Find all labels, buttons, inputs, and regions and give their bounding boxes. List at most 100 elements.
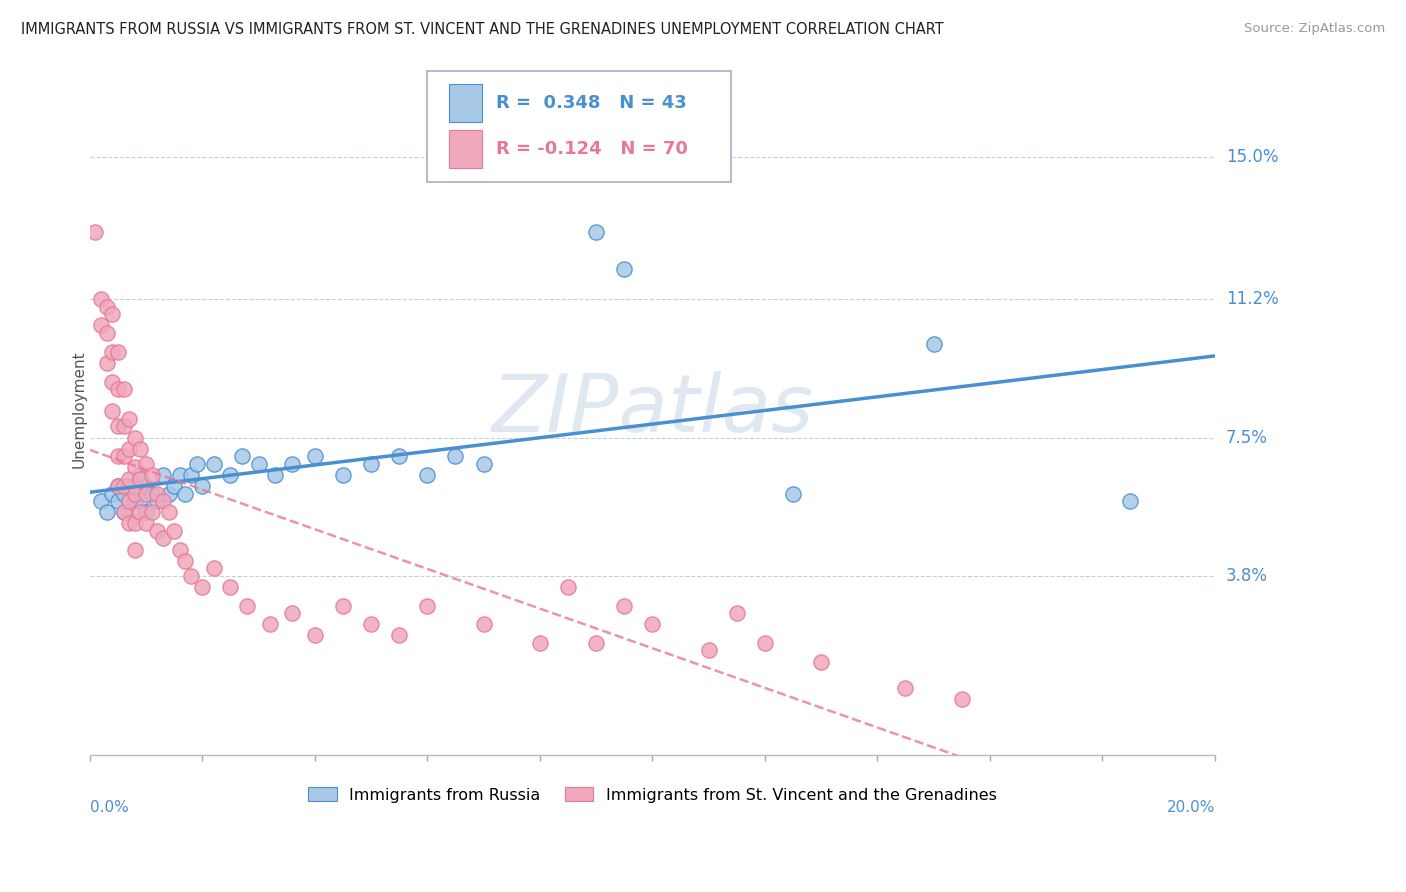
Text: 11.2%: 11.2% (1226, 291, 1279, 309)
Point (129, 442, 152, 456)
Point (281, 457, 304, 471)
Point (585, 636, 607, 650)
Point (304, 449, 326, 463)
Point (191, 580, 214, 594)
Point (585, 225, 607, 239)
Point (118, 516, 141, 531)
Point (186, 457, 208, 471)
Point (124, 431, 146, 445)
Point (112, 479, 135, 493)
Text: 15.0%: 15.0% (1226, 148, 1278, 167)
Point (444, 449, 467, 463)
Point (124, 494, 146, 508)
Point (157, 505, 180, 519)
Point (118, 494, 141, 508)
Text: 7.5%: 7.5% (1226, 428, 1268, 447)
Point (259, 617, 281, 632)
Point (472, 617, 495, 632)
Point (697, 643, 720, 657)
Point (135, 486, 157, 500)
Point (304, 628, 326, 642)
Point (169, 542, 191, 557)
Point (90, 494, 112, 508)
Point (472, 457, 495, 471)
Point (202, 561, 225, 575)
Point (264, 467, 287, 482)
Point (107, 479, 129, 493)
Text: 3.8%: 3.8% (1226, 566, 1268, 585)
Point (416, 599, 439, 613)
Point (112, 505, 135, 519)
Point (174, 554, 197, 568)
Point (922, 337, 945, 351)
Point (219, 580, 242, 594)
Point (163, 479, 186, 493)
Point (950, 692, 973, 706)
Point (247, 457, 270, 471)
Point (124, 486, 146, 500)
Point (180, 568, 202, 582)
Point (191, 479, 214, 493)
Text: 0.0%: 0.0% (90, 800, 128, 814)
Point (157, 486, 180, 500)
Point (101, 344, 124, 359)
FancyBboxPatch shape (427, 71, 731, 181)
Point (90, 318, 112, 333)
Point (281, 606, 304, 620)
Point (90, 293, 112, 307)
Point (180, 467, 202, 482)
Point (107, 494, 129, 508)
Point (107, 449, 129, 463)
Text: R =  0.348   N = 43: R = 0.348 N = 43 (496, 95, 686, 112)
Point (146, 486, 169, 500)
Point (118, 442, 141, 456)
Point (135, 516, 157, 531)
Y-axis label: Unemployment: Unemployment (72, 351, 86, 468)
Point (1119, 494, 1142, 508)
Point (613, 262, 636, 277)
Point (360, 617, 382, 632)
Point (529, 636, 551, 650)
Text: R = -0.124   N = 70: R = -0.124 N = 70 (496, 140, 688, 158)
Point (96, 300, 118, 314)
Point (146, 524, 169, 538)
Legend: Immigrants from Russia, Immigrants from St. Vincent and the Grenadines: Immigrants from Russia, Immigrants from … (301, 780, 1004, 809)
Point (101, 404, 124, 418)
Point (135, 457, 157, 471)
Point (231, 449, 253, 463)
Text: ZIPatlas: ZIPatlas (491, 370, 814, 449)
Point (96, 326, 118, 340)
Point (124, 516, 146, 531)
Point (332, 467, 354, 482)
Point (641, 617, 664, 632)
Point (236, 599, 259, 613)
Point (101, 375, 124, 389)
Point (613, 599, 636, 613)
Point (84, 225, 107, 239)
Point (332, 599, 354, 613)
Bar (449, 130, 482, 168)
Point (152, 532, 174, 546)
Point (112, 419, 135, 434)
Point (152, 467, 174, 482)
Point (388, 628, 411, 642)
Point (163, 524, 186, 538)
Point (782, 486, 804, 500)
Point (135, 505, 157, 519)
Point (118, 472, 141, 486)
Point (754, 636, 776, 650)
Point (135, 479, 157, 493)
Point (169, 467, 191, 482)
Point (146, 494, 169, 508)
Point (141, 505, 163, 519)
Point (557, 580, 579, 594)
Bar (449, 85, 482, 122)
Point (96, 505, 118, 519)
Text: 20.0%: 20.0% (1167, 800, 1215, 814)
Point (129, 472, 152, 486)
Point (118, 494, 141, 508)
Text: IMMIGRANTS FROM RUSSIA VS IMMIGRANTS FROM ST. VINCENT AND THE GRENADINES UNEMPLO: IMMIGRANTS FROM RUSSIA VS IMMIGRANTS FRO… (21, 22, 943, 37)
Point (152, 494, 174, 508)
Point (124, 479, 146, 493)
Point (416, 467, 439, 482)
